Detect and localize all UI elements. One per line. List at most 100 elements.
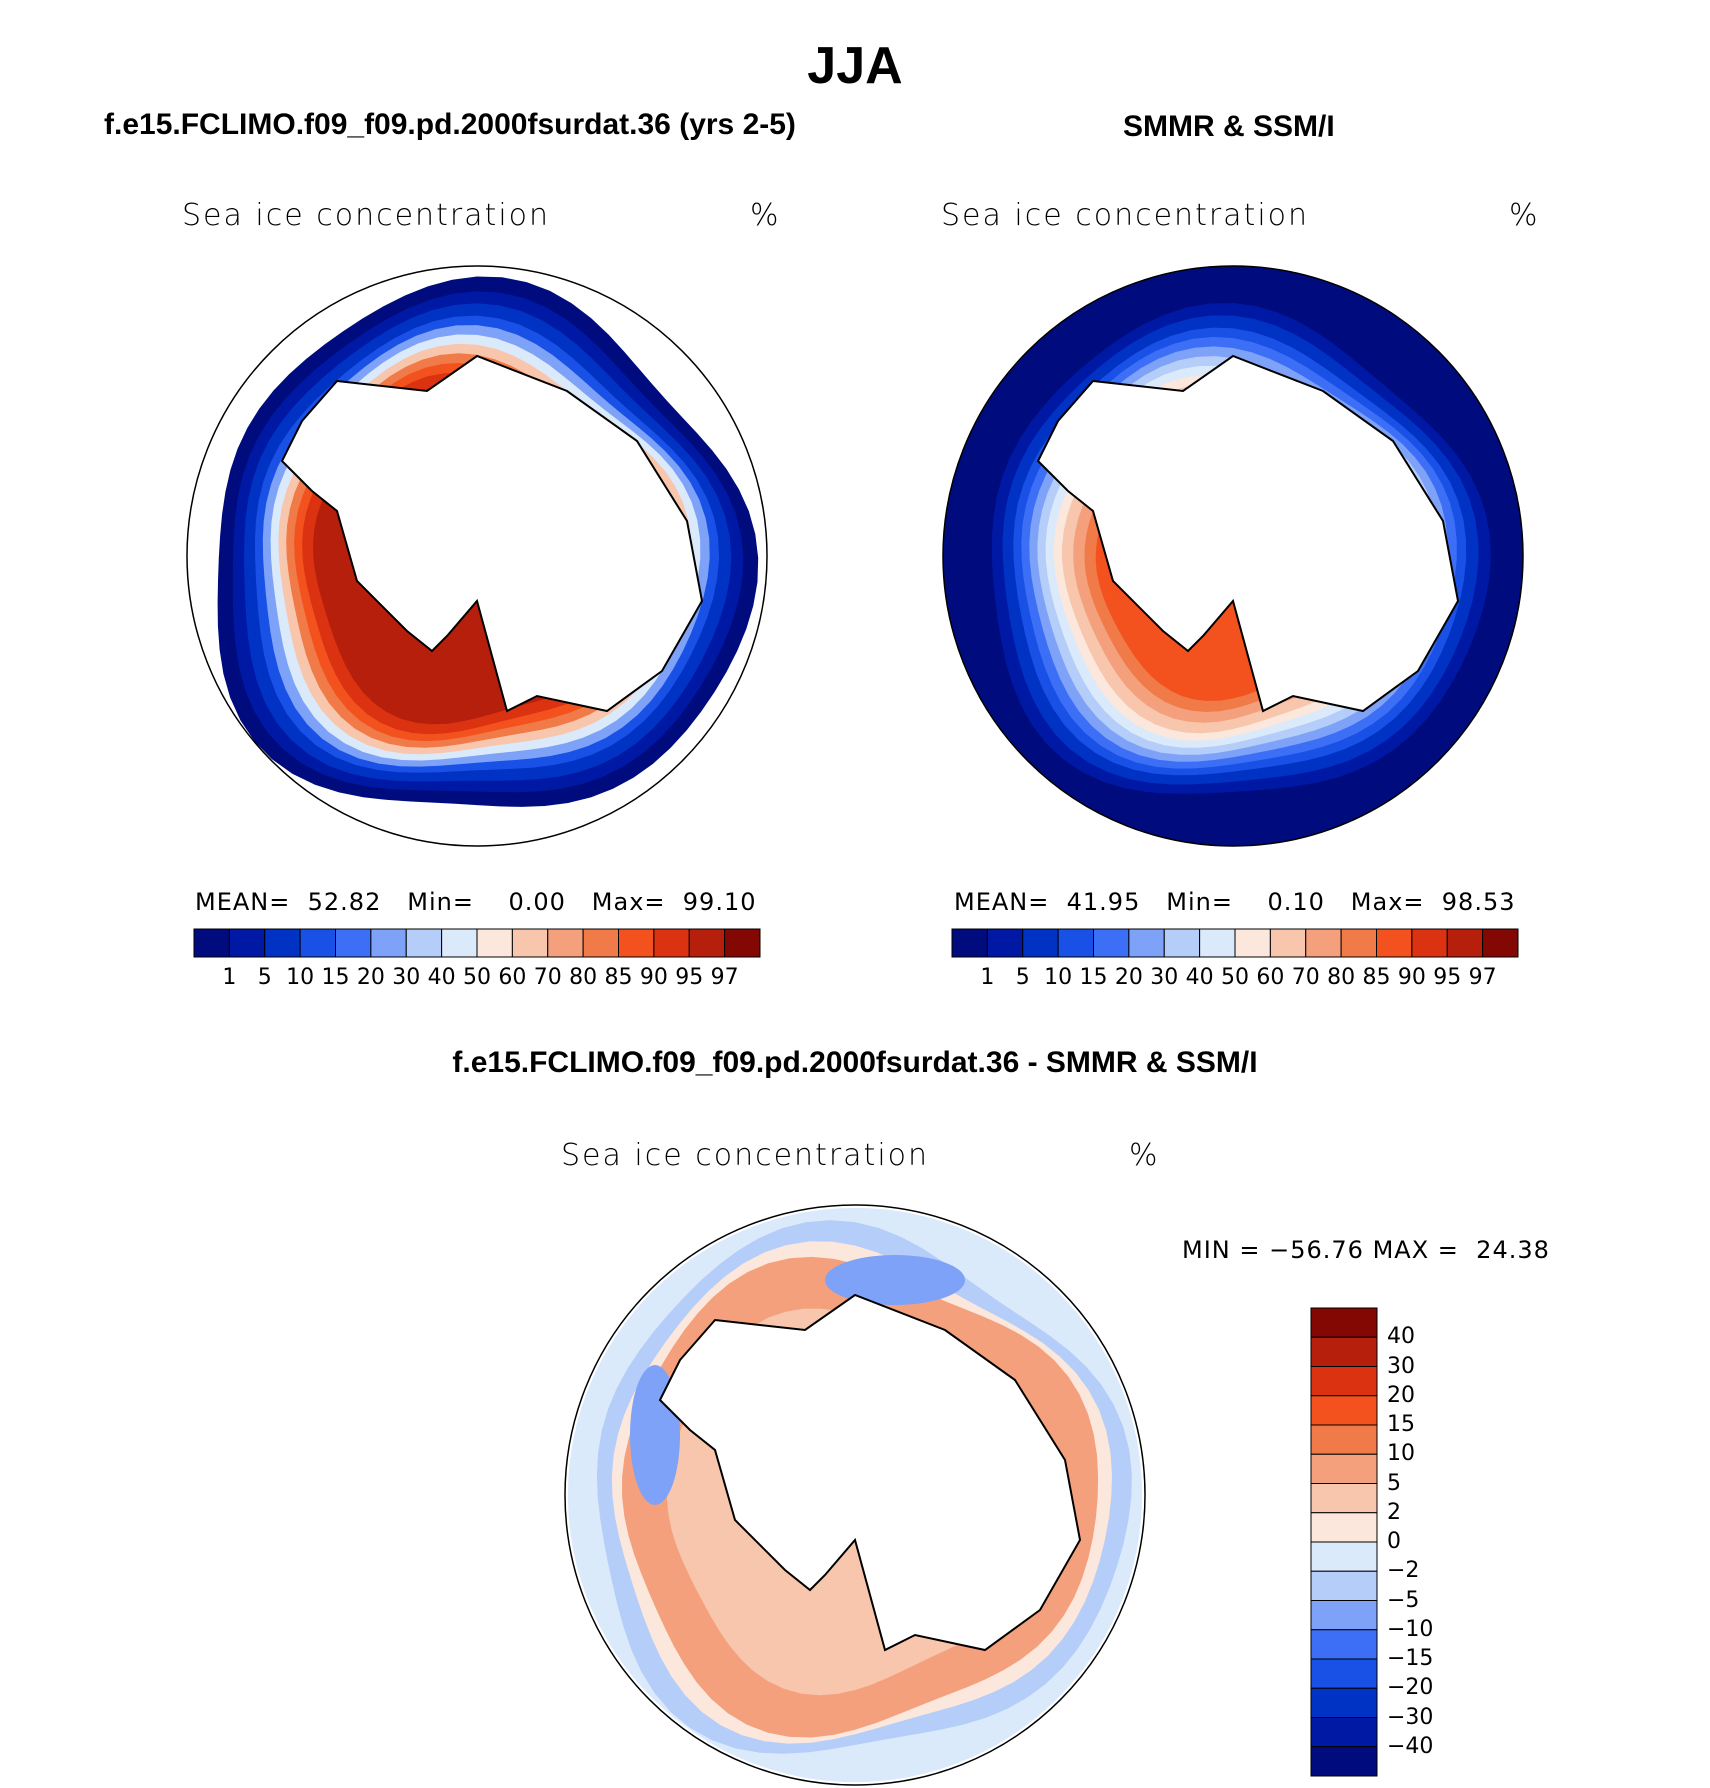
model-map-group [186,265,768,847]
model-colorbar-box [582,928,619,958]
obs-mean-label: MEAN= [954,888,1050,916]
diff-min-label: MIN = [1182,1236,1261,1264]
obs-max-label: Max= [1350,888,1425,916]
obs-colorbar-tick: 85 [1362,965,1391,990]
obs-colorbar-tick: 60 [1256,965,1285,990]
diff-colorbar-tick: −15 [1387,1646,1434,1671]
diff-colorbar-tick: −40 [1387,1733,1434,1759]
obs-colorbar-tick: 80 [1327,965,1356,990]
model-colorbar-tick: 40 [427,965,456,990]
obs-colorbar-box [1446,928,1484,958]
obs-colorbar-box [1411,928,1448,958]
model-colorbar-box [299,928,336,958]
diff-colorbar-box [1310,1424,1378,1455]
obs-colorbar-tick: 5 [1015,965,1030,990]
model-colorbar-tick: 10 [286,965,315,990]
obs-colorbar-tick: 50 [1221,965,1249,990]
diff-colorbar-box [1310,1658,1378,1689]
model-colorbar-tick: 20 [356,965,385,990]
model-colorbar-tick: 80 [569,965,598,990]
obs-colorbar-box [951,928,988,958]
model-colorbar-box [228,928,266,958]
obs-colorbar-tick: 95 [1433,965,1462,990]
diff-colorbar-box [1310,1512,1378,1543]
obs-colorbar-tick: 20 [1114,965,1143,990]
model-max-value: 99.10 [682,888,757,916]
model-colorbar-tick: 85 [604,965,633,990]
obs-antarctica-outline [1036,354,1460,713]
diff-colorbar-box [1310,1483,1378,1514]
model-min-value: 0.00 [508,888,566,916]
model-panel-title: f.e15.FCLIMO.f09_f09.pd.2000fsurdat.36 (… [104,108,796,141]
model-units: % [750,198,781,233]
obs-colorbar-box [1057,928,1094,958]
obs-colorbar-tick: 10 [1044,965,1073,990]
obs-colorbar-box [1199,928,1236,958]
diff-colorbar-box [1310,1717,1378,1748]
diff-colorbar-box [1310,1366,1378,1397]
model-antarctica-outline [280,354,704,713]
model-colorbar-tick: 90 [639,965,668,990]
obs-colorbar-box [1163,928,1201,958]
diff-map-group [564,1204,1146,1786]
model-colorbar-box [335,928,372,958]
model-colorbar-box [476,928,513,958]
diff-colorbar-tick: −10 [1387,1616,1434,1642]
model-colorbar-box [370,928,407,958]
diff-antarctica-outline [658,1293,1082,1652]
diff-colorbar-box [1310,1336,1378,1367]
diff-colorbar-tick: 2 [1387,1499,1401,1525]
obs-colorbar-box [1022,928,1059,958]
obs-colorbar-box [1128,928,1165,958]
model-colorbar-box [547,928,584,958]
diff-min-value: −56.76 [1269,1236,1364,1264]
obs-panel-title: SMMR & SSM/I [1123,110,1335,143]
obs-colorbar-tick: 30 [1150,965,1179,990]
obs-units: % [1509,198,1540,233]
obs-min-label: Min= [1166,888,1233,916]
diff-colorbar-box [1310,1687,1378,1718]
diff-colorbar-tick: 10 [1387,1441,1415,1467]
model-mean-label: MEAN= [195,888,291,916]
diff-colorbar-tick: −5 [1387,1587,1420,1613]
model-min-label: Min= [407,888,474,916]
model-max-label: Max= [591,888,666,916]
diff-colorbar-box [1310,1541,1378,1572]
obs-colorbar-box [1340,928,1377,958]
obs-colorbar-box [1234,928,1271,958]
obs-colorbar-tick: 90 [1397,965,1426,990]
model-colorbar-tick: 15 [321,965,350,990]
diff-max-label: MAX = [1372,1236,1459,1264]
model-colorbar-tick: 30 [392,965,421,990]
diff-colorbar-box [1310,1746,1378,1777]
model-colorbar-tick: 60 [498,965,527,990]
diff-colorbar-tick: 0 [1387,1529,1401,1554]
obs-colorbar-box [1376,928,1413,958]
model-colorbar-box [511,928,549,958]
diff-colorbar-tick: −30 [1387,1704,1434,1730]
model-colorbar-tick: 1 [222,965,237,990]
obs-colorbar-tick: 97 [1468,965,1497,990]
obs-colorbar-box [1093,928,1130,958]
diff-colorbar-tick: 5 [1387,1470,1401,1496]
diff-stats: MIN = −56.76 MAX = 24.38 [1182,1236,1550,1264]
diff-max-value: 24.38 [1476,1236,1550,1264]
diff-colorbar-box [1310,1600,1378,1631]
diff-colorbar-box [1310,1307,1378,1338]
diff-colorbar-tick: −20 [1387,1675,1434,1701]
diff-units: % [1129,1138,1160,1173]
model-colorbar-box [441,928,478,958]
obs-colorbar-tick: 15 [1079,965,1108,990]
obs-colorbar-tick: 1 [980,965,995,990]
obs-map-boundary [942,265,1524,847]
obs-colorbar-tick: 40 [1185,965,1214,990]
model-colorbar-box [653,928,690,958]
diff-colorbar-tick: −2 [1387,1558,1420,1584]
obs-mean-value: 41.95 [1066,888,1141,916]
model-colorbar-box [688,928,726,958]
model-colorbar-box [724,928,761,958]
obs-colorbar-box [1269,928,1307,958]
diff-colorbar-tick: 20 [1387,1382,1415,1408]
model-colorbar-box [264,928,301,958]
